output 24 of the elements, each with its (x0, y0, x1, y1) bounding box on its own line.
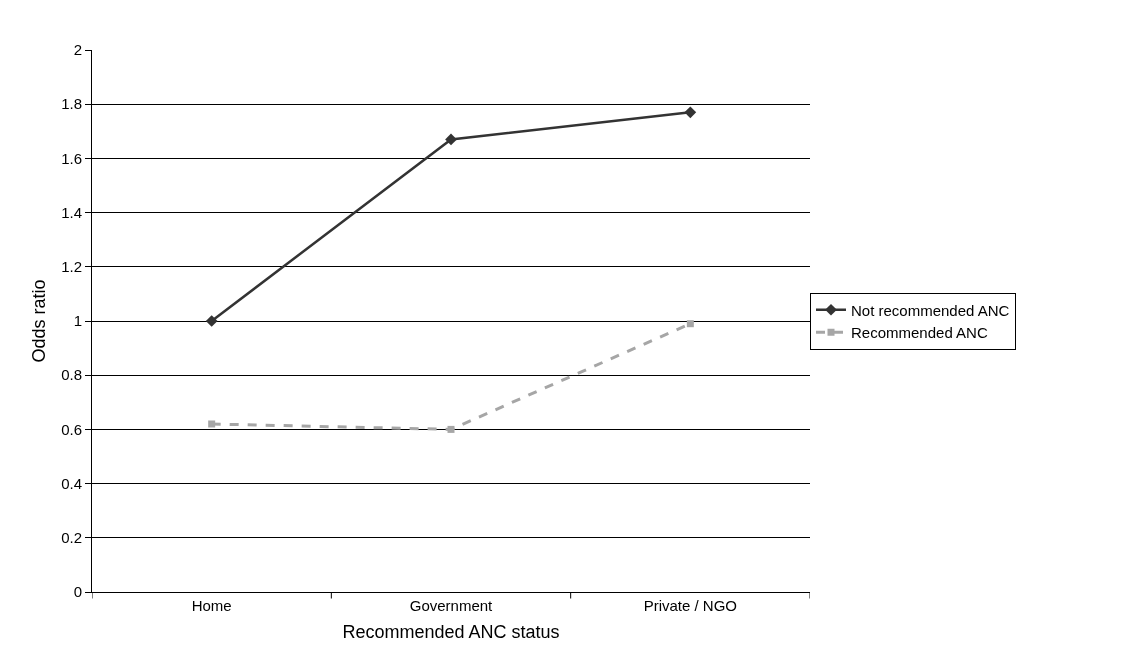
y-tick-label: 0.2 (61, 529, 82, 547)
y-tick-label: 1.6 (61, 149, 82, 167)
x-tick-label: Private / NGO (643, 597, 738, 614)
point (208, 420, 216, 428)
point (445, 133, 457, 146)
y-tick-label: 1 (73, 312, 82, 330)
x-tick-label: Home (191, 597, 232, 614)
y-tick-label: 1.4 (61, 203, 82, 221)
y-tick-label: 1.2 (61, 258, 82, 276)
y-tick-label: 0.4 (61, 474, 82, 492)
y-tick-label: 0 (73, 583, 82, 601)
point (447, 425, 455, 433)
x-axis-title: Recommended ANC status (342, 622, 560, 643)
point (205, 315, 218, 327)
point (686, 320, 694, 328)
point (684, 106, 697, 119)
x-tick-label: Government (409, 597, 494, 614)
legend-label: Recommended ANC (851, 324, 988, 342)
y-tick-label: 2 (73, 41, 82, 59)
y-tick-label: 0.6 (61, 420, 82, 438)
y-tick-label: 1.8 (61, 95, 82, 113)
y-tick-label: 0.8 (61, 366, 82, 384)
legend-label: Not recommended ANC (851, 301, 1010, 319)
y-axis-title: Odds ratio (29, 279, 50, 363)
